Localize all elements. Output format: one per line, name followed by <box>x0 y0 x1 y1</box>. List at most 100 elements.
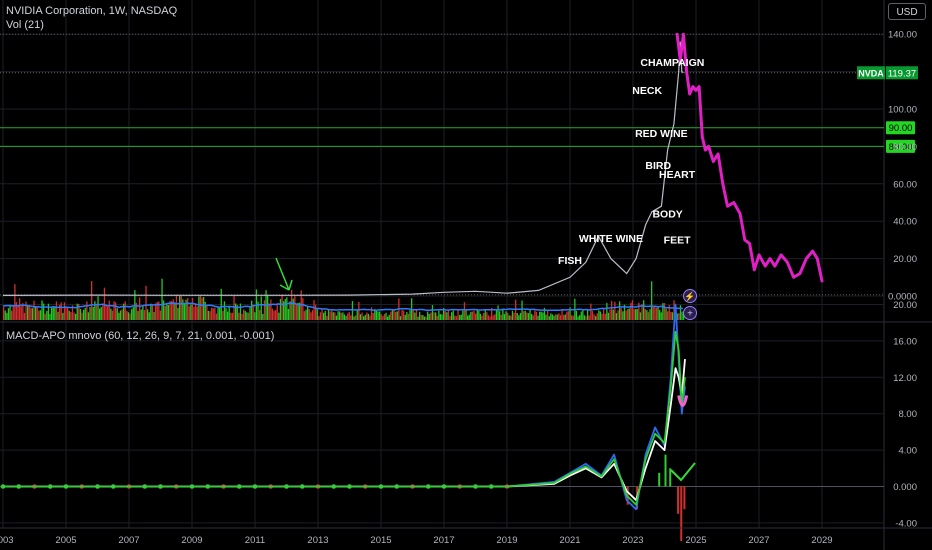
volume-bar <box>569 307 571 320</box>
volume-bar <box>243 309 245 320</box>
volume-bar <box>303 311 306 320</box>
volume-bar <box>444 310 446 320</box>
volume-bar <box>441 314 443 320</box>
macd-legend[interactable]: MACD-APO mnovo (60, 12, 26, 9, 7, 21, 0.… <box>6 330 275 342</box>
volume-bar <box>310 312 312 320</box>
volume-bar <box>230 312 232 320</box>
time-axis-tick: 2009 <box>181 535 202 546</box>
volume-bar <box>582 310 584 320</box>
volume-bar <box>495 310 498 320</box>
price-axis-tick: 100.00 <box>888 105 917 116</box>
volume-bar <box>439 314 442 320</box>
price-axis-tick: 80.00 <box>893 142 917 153</box>
volume-bar <box>182 299 184 320</box>
volume-bar <box>631 300 634 320</box>
volume-bar <box>155 303 157 320</box>
level-badge <box>886 121 915 135</box>
macd-axis-tick: 4.00 <box>899 446 918 457</box>
volume-bar <box>561 309 563 320</box>
macd-histogram-bar <box>680 486 683 542</box>
volume-bar <box>419 311 421 320</box>
volume-bar <box>169 301 171 320</box>
volume-bar <box>321 309 323 320</box>
volume-bar <box>123 303 125 320</box>
volume-bar <box>670 311 672 320</box>
volume-bar <box>659 310 661 320</box>
volume-bar <box>399 316 402 320</box>
volume-bar <box>543 307 546 320</box>
macd-histogram-bar <box>664 454 667 487</box>
price-line <box>2 41 684 296</box>
volume-bar <box>287 309 290 320</box>
volume-bar <box>246 312 248 320</box>
volume-bar <box>311 310 314 320</box>
volume-bar <box>475 313 477 320</box>
volume-bar <box>11 310 13 320</box>
volume-bar <box>620 308 622 320</box>
symbol-title[interactable]: NVIDIA Corporation, 1W, NASDAQ <box>6 5 178 17</box>
volume-bar <box>476 309 478 320</box>
volume-bar <box>267 295 269 320</box>
volume-bar <box>222 310 224 320</box>
volume-bar <box>654 305 656 320</box>
volume-bar <box>115 302 117 320</box>
volume-bar <box>102 303 104 320</box>
macd-green-line <box>3 330 686 506</box>
currency-button[interactable]: USD <box>888 3 926 20</box>
volume-legend[interactable]: Vol (21) <box>6 19 44 31</box>
volume-bar <box>335 315 338 320</box>
volume-bar <box>94 301 96 320</box>
volume-bar <box>54 307 56 320</box>
macd-histogram-bar <box>669 468 672 487</box>
volume-bar <box>470 311 472 320</box>
volume-bar <box>447 309 450 320</box>
volume-bar <box>249 306 251 320</box>
price-axis-tick: 60.00 <box>893 179 917 190</box>
volume-bar <box>70 312 72 320</box>
volume-bar <box>367 313 370 320</box>
volume-bar <box>132 307 134 320</box>
volume-bar <box>241 313 243 320</box>
volume-bar <box>124 301 126 320</box>
volume-bar <box>385 312 387 320</box>
volume-bar <box>676 313 678 320</box>
volume-bar <box>366 312 368 320</box>
volume-bar <box>334 312 336 320</box>
add-event-icon[interactable] <box>683 306 697 320</box>
last-price-symbol-badge <box>857 66 885 80</box>
annotation-label: RED WINE <box>635 128 688 140</box>
volume-bar <box>278 312 280 320</box>
volume-bar <box>206 306 208 320</box>
time-axis-tick: 2019 <box>496 535 517 546</box>
volume-bar <box>134 290 136 320</box>
volume-bar <box>630 302 632 320</box>
volume-bar <box>271 308 274 320</box>
volume-bar <box>91 281 93 320</box>
annotation-label: FISH <box>558 255 582 267</box>
volume-bar <box>175 294 178 320</box>
volume-bar <box>131 309 133 320</box>
annotation-label: NECK <box>632 85 662 97</box>
volume-bar <box>396 311 398 320</box>
volume-bar <box>404 314 406 320</box>
time-axis-tick: 2013 <box>307 535 328 546</box>
projection-line <box>675 32 824 283</box>
volume-bar <box>43 303 45 320</box>
volume-bar <box>542 312 544 320</box>
volume-bar <box>435 312 437 320</box>
volume-bar <box>87 312 90 320</box>
volume-bar <box>534 310 536 320</box>
volume-bar <box>129 313 131 320</box>
volume-bar <box>41 300 43 320</box>
volume-bar <box>313 300 315 320</box>
volume-bar <box>22 303 24 320</box>
horizontal-levels[interactable] <box>0 127 884 147</box>
volume-bar <box>305 309 307 320</box>
volume-bar <box>380 314 382 320</box>
misc-markers[interactable]: ⚡+ <box>683 289 697 320</box>
volume-bar <box>374 309 376 320</box>
volume-bar <box>196 306 198 320</box>
lightning-event-icon[interactable] <box>683 289 697 303</box>
volume-bar <box>663 303 666 320</box>
